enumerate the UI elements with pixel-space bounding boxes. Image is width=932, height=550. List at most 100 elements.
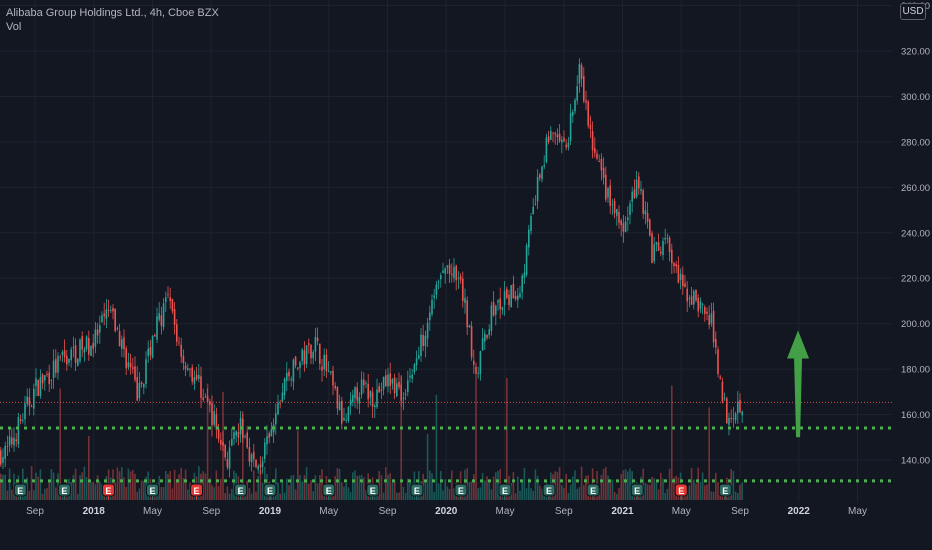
earnings-marker-icon[interactable]: E bbox=[542, 483, 556, 500]
volume-bar bbox=[585, 475, 587, 500]
volume-bar bbox=[602, 468, 605, 500]
volume-bar bbox=[332, 492, 334, 500]
candle-body bbox=[446, 265, 449, 268]
time-axis-bg bbox=[0, 502, 932, 550]
volume-bar bbox=[198, 466, 200, 500]
candle-body bbox=[708, 315, 710, 325]
earnings-marker-letter: E bbox=[105, 486, 111, 496]
earnings-marker-icon[interactable]: E bbox=[190, 483, 204, 500]
volume-bar bbox=[88, 436, 90, 500]
candle-body bbox=[572, 111, 574, 116]
volume-bar bbox=[2, 474, 4, 500]
earnings-marker-icon[interactable]: E bbox=[630, 483, 644, 500]
candle-body bbox=[215, 414, 218, 430]
volume-bar bbox=[380, 475, 383, 500]
candle-body bbox=[162, 303, 165, 328]
currency-button[interactable]: USD bbox=[900, 3, 926, 20]
candle-body bbox=[52, 360, 55, 378]
volume-bar bbox=[426, 433, 429, 500]
candle-body bbox=[442, 270, 444, 273]
earnings-marker-icon[interactable]: E bbox=[322, 483, 336, 500]
volume-bar bbox=[83, 466, 86, 500]
volume-bar bbox=[495, 472, 497, 500]
volume-bar bbox=[706, 484, 708, 500]
time-tick-label: Sep bbox=[26, 506, 44, 517]
candle-body bbox=[50, 380, 53, 382]
candle-body bbox=[39, 377, 42, 397]
symbol-title[interactable]: Alibaba Group Holdings Ltd., 4h, Cboe BZ… bbox=[6, 7, 219, 19]
volume-bar bbox=[94, 484, 97, 500]
volume-bar bbox=[281, 481, 284, 500]
candle-body bbox=[378, 386, 380, 393]
candle-body bbox=[237, 432, 240, 438]
volume-bar bbox=[400, 376, 402, 500]
candle-body bbox=[112, 307, 114, 312]
time-tick-label: 2019 bbox=[259, 506, 282, 517]
candle-body bbox=[310, 344, 312, 359]
earnings-marker-icon[interactable]: E bbox=[366, 483, 380, 500]
candle-body bbox=[642, 190, 644, 214]
candle-body bbox=[222, 441, 224, 446]
volume-legend[interactable]: Vol bbox=[6, 21, 22, 33]
volume-bar bbox=[576, 488, 578, 500]
earnings-marker-icon[interactable]: E bbox=[498, 483, 512, 500]
volume-bar bbox=[319, 475, 321, 500]
candle-body bbox=[585, 100, 587, 103]
price-axis[interactable]: 120.00140.00160.00180.00200.00220.00240.… bbox=[893, 0, 932, 524]
earnings-marker-icon[interactable]: E bbox=[57, 483, 71, 500]
volume-bar bbox=[470, 481, 473, 500]
candle-body bbox=[415, 358, 418, 366]
candle-body bbox=[356, 387, 358, 401]
earnings-marker-icon[interactable]: E bbox=[13, 483, 27, 500]
volume-bar bbox=[578, 487, 581, 500]
volume-bar bbox=[347, 487, 350, 500]
candle-body bbox=[668, 237, 671, 253]
earnings-marker-icon[interactable]: E bbox=[101, 483, 115, 500]
earnings-marker-icon[interactable]: E bbox=[454, 483, 468, 500]
volume-bar bbox=[622, 470, 625, 500]
candle-body bbox=[385, 375, 387, 387]
candle-body bbox=[488, 329, 490, 336]
candle-body bbox=[550, 130, 552, 140]
volume-bar bbox=[90, 482, 92, 500]
earnings-marker-icon[interactable]: E bbox=[263, 483, 277, 500]
earnings-marker-icon[interactable]: E bbox=[586, 483, 600, 500]
volume-bar bbox=[468, 481, 471, 500]
candle-body bbox=[160, 315, 163, 326]
candle-body bbox=[123, 337, 125, 350]
candle-body bbox=[200, 376, 202, 398]
up-arrow-icon[interactable] bbox=[787, 330, 810, 438]
volume-bar bbox=[341, 482, 343, 500]
earnings-marker-icon[interactable]: E bbox=[718, 483, 732, 500]
time-axis[interactable]: Sep 2018 May Sep 2019 May Sep 2020 May Sep 2021 May… bbox=[0, 502, 932, 550]
volume-bar bbox=[708, 407, 710, 500]
candle-body bbox=[382, 376, 385, 390]
earnings-marker-icon[interactable]: E bbox=[674, 483, 688, 500]
candle-body bbox=[607, 188, 609, 198]
candle-body bbox=[332, 370, 334, 386]
volume-bar bbox=[349, 492, 352, 500]
time-tick-label: Sep bbox=[379, 506, 397, 517]
candle-body bbox=[602, 167, 605, 178]
volume-bar bbox=[363, 477, 365, 500]
candle-body bbox=[530, 216, 532, 231]
candle-body bbox=[0, 450, 2, 465]
candle-body bbox=[646, 212, 649, 222]
candle-body bbox=[728, 417, 730, 425]
up-arrow-annotation[interactable] bbox=[787, 330, 810, 438]
volume-bar bbox=[44, 488, 46, 500]
candle-body bbox=[143, 384, 145, 388]
volume-bar bbox=[46, 488, 48, 500]
earnings-marker-icon[interactable]: E bbox=[146, 483, 159, 500]
volume-bar bbox=[407, 478, 409, 500]
candle-body bbox=[338, 401, 341, 411]
earnings-marker-icon[interactable]: E bbox=[410, 483, 424, 500]
candle-body bbox=[374, 405, 376, 408]
candle-body bbox=[193, 377, 196, 384]
candle-body bbox=[677, 265, 680, 283]
price-tick-label: 300.00 bbox=[901, 92, 930, 103]
earnings-marker-icon[interactable]: E bbox=[234, 483, 248, 500]
volume-bar bbox=[99, 481, 101, 500]
volume-bar bbox=[231, 488, 233, 500]
